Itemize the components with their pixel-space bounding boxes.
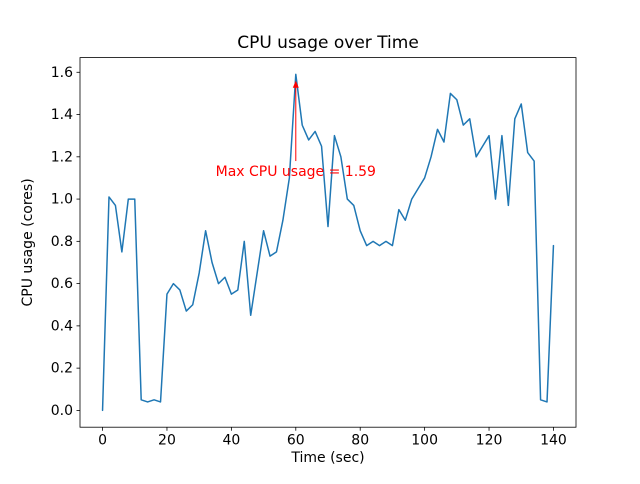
y-tick-label: 0.6: [51, 276, 73, 292]
x-tick-label: 0: [98, 433, 107, 449]
x-tick-label: 80: [351, 433, 369, 449]
x-tick-label: 60: [287, 433, 305, 449]
y-tick-label: 0.4: [51, 318, 73, 334]
plot-area: 0 20 40 60 80 100 120 140 0.0 0.2 0.4 0.6 0.8 1.0 1.2 1…: [51, 57, 577, 449]
x-tick-label: 120: [476, 433, 503, 449]
x-tick-label: 140: [540, 433, 567, 449]
annotation-arrow-head: [292, 80, 299, 88]
x-tick-label: 40: [222, 433, 240, 449]
y-tick-label: 1.6: [51, 65, 73, 81]
x-tick-label: 20: [158, 433, 176, 449]
y-tick-label: 1.2: [51, 149, 73, 165]
y-tick-label: 0.0: [51, 403, 73, 419]
chart-title: CPU usage over Time: [237, 33, 419, 53]
cpu-usage-line: [101, 73, 555, 412]
y-tick-label: 1.4: [51, 107, 73, 123]
y-tick-label: 1.0: [51, 192, 73, 208]
plot-border: [79, 57, 577, 428]
x-tick-label: 100: [411, 433, 438, 449]
x-axis-label: Time (sec): [290, 450, 364, 466]
y-tick-label: 0.2: [51, 361, 73, 377]
y-axis-label: CPU usage (cores): [20, 178, 36, 306]
max-cpu-annotation: Max CPU usage = 1.59: [216, 164, 376, 180]
y-tick-label: 0.8: [51, 234, 73, 250]
